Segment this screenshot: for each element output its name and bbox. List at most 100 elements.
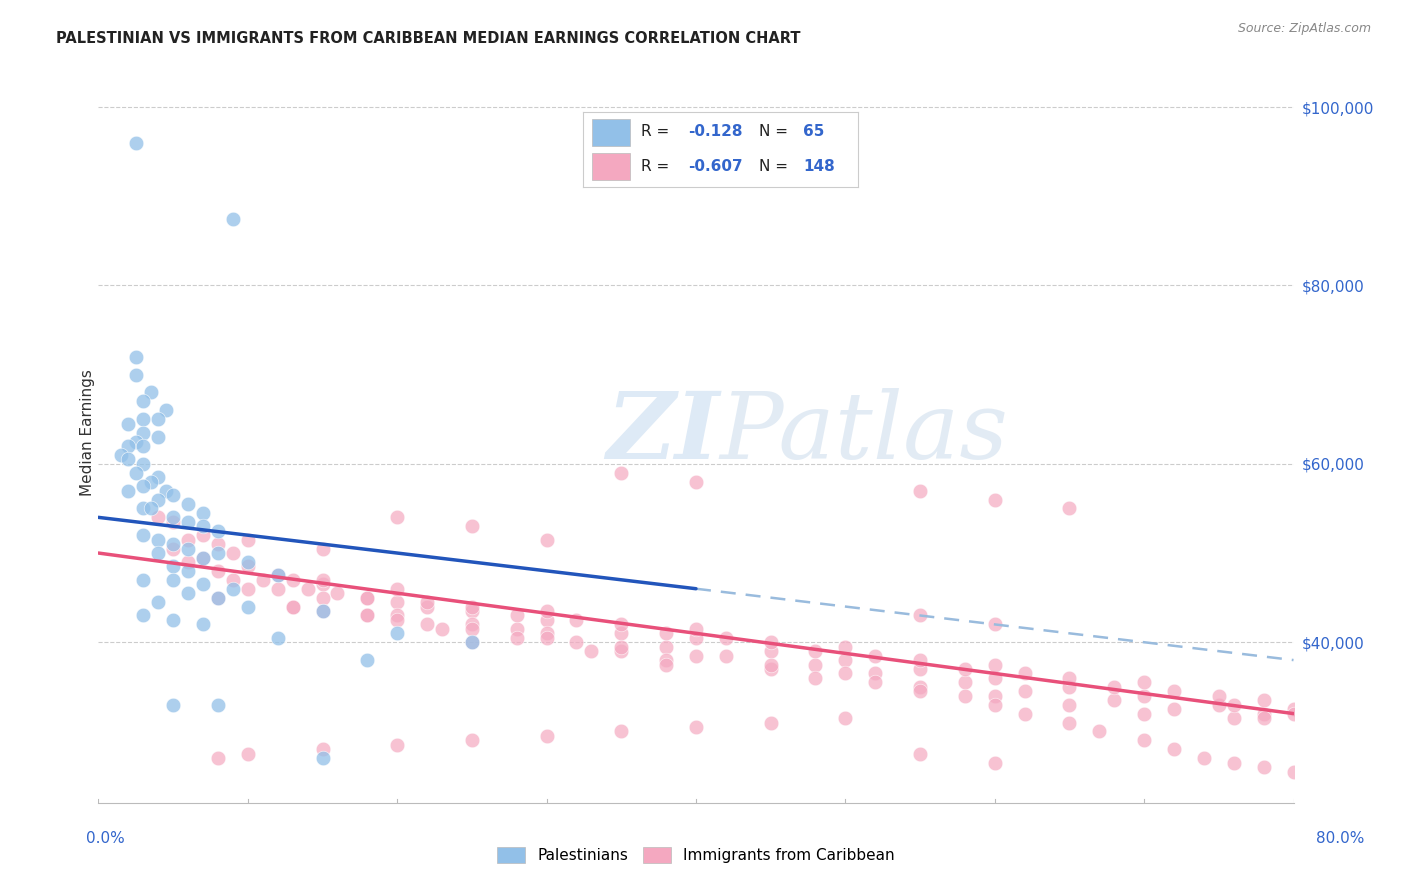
Point (117, 417, 139, 431)
Point (132, 501, 155, 516)
Point (1059, 501, 1081, 516)
Point (139, 385, 162, 400)
Point (804, 671, 827, 685)
Point (132, 608, 155, 623)
Point (1282, 706, 1305, 721)
Point (1208, 689, 1230, 703)
Point (132, 479, 155, 493)
Text: 148: 148 (803, 159, 835, 174)
Point (191, 617, 214, 632)
Point (461, 519, 484, 533)
Point (311, 541, 333, 556)
Point (385, 613, 409, 627)
Point (581, 644, 603, 658)
Point (125, 434, 148, 449)
Point (984, 698, 1007, 712)
Point (1133, 689, 1156, 703)
Point (1088, 724, 1111, 739)
Point (1163, 702, 1185, 716)
Point (834, 653, 856, 667)
Point (191, 550, 214, 565)
Point (117, 483, 139, 498)
Point (311, 577, 333, 591)
Point (177, 541, 200, 556)
Point (1133, 733, 1156, 747)
Point (267, 582, 290, 596)
Point (865, 666, 887, 681)
Point (655, 640, 678, 654)
Text: 65: 65 (803, 125, 824, 139)
Point (148, 430, 170, 444)
Point (908, 483, 931, 498)
Point (908, 662, 931, 676)
Text: N =: N = (759, 125, 793, 139)
Point (984, 617, 1007, 632)
Point (356, 608, 378, 623)
Point (207, 591, 229, 605)
Point (222, 211, 245, 226)
Point (148, 470, 170, 484)
Point (1059, 698, 1081, 712)
Point (385, 608, 409, 623)
Point (834, 640, 856, 654)
Point (177, 515, 200, 529)
Point (610, 644, 633, 658)
Point (191, 519, 214, 533)
Point (610, 640, 633, 654)
Text: PALESTINIAN VS IMMIGRANTS FROM CARIBBEAN MEDIAN EARNINGS CORRELATION CHART: PALESTINIAN VS IMMIGRANTS FROM CARIBBEAN… (56, 31, 801, 46)
Point (125, 136, 148, 150)
Point (191, 528, 214, 542)
Point (311, 591, 333, 605)
Point (236, 582, 259, 596)
Point (148, 492, 170, 507)
Point (908, 653, 931, 667)
Point (1192, 751, 1215, 765)
Point (132, 394, 155, 409)
Point (222, 573, 245, 587)
Point (908, 608, 931, 623)
Point (207, 524, 229, 538)
Point (461, 733, 484, 747)
Point (610, 626, 633, 640)
Point (139, 501, 162, 516)
Point (162, 515, 184, 529)
Point (1223, 711, 1246, 725)
Point (865, 648, 887, 663)
Point (148, 412, 170, 426)
Point (1163, 742, 1185, 756)
Point (655, 657, 678, 672)
Point (953, 675, 976, 690)
Point (132, 412, 155, 426)
Point (267, 568, 290, 582)
Point (311, 604, 333, 618)
Point (565, 613, 588, 627)
Point (177, 555, 200, 569)
Point (759, 657, 782, 672)
Point (655, 626, 678, 640)
Point (222, 546, 245, 560)
Point (162, 488, 184, 502)
Point (385, 510, 409, 524)
Point (536, 631, 558, 645)
Point (236, 747, 259, 761)
Point (132, 425, 155, 440)
Point (506, 631, 529, 645)
Point (236, 599, 259, 614)
Point (125, 466, 148, 480)
Point (207, 564, 229, 578)
Point (177, 533, 200, 547)
Point (416, 599, 439, 614)
Point (117, 439, 139, 453)
Point (908, 680, 931, 694)
Point (148, 510, 170, 524)
Point (132, 573, 155, 587)
Point (281, 599, 304, 614)
Point (1059, 715, 1081, 730)
Point (207, 751, 229, 765)
Point (125, 368, 148, 382)
Point (804, 644, 827, 658)
Point (117, 452, 139, 467)
Point (1133, 675, 1156, 690)
Text: -0.607: -0.607 (688, 159, 742, 174)
Point (536, 613, 558, 627)
